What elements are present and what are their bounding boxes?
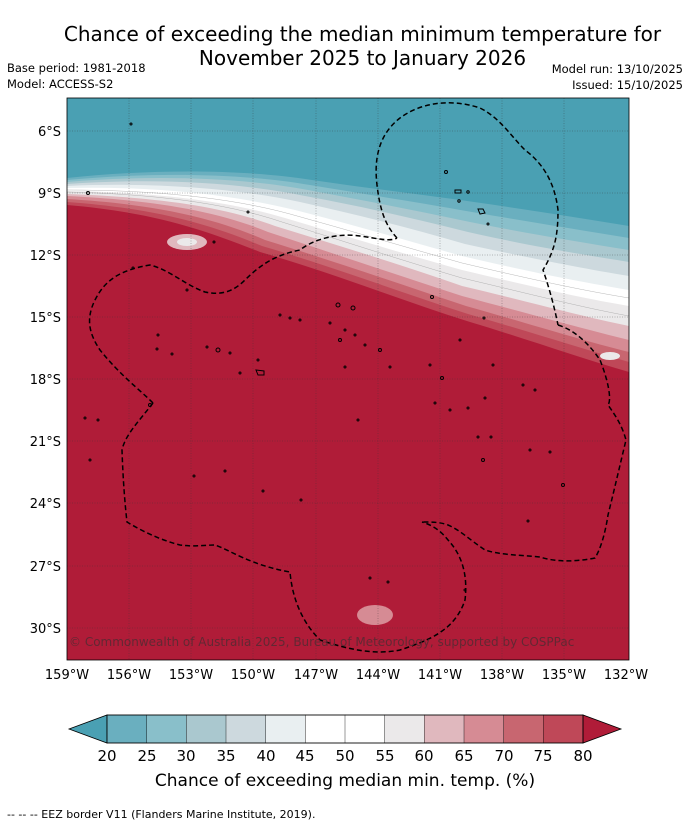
eez-central [88,234,398,404]
lat-label: 6°S [38,125,61,140]
lon-label: 156°W [107,668,151,683]
colorbar-cell [186,714,227,744]
colorbar-tick: 40 [256,747,275,765]
colorbar-tick: 55 [375,747,394,765]
latitude-axis: 6°S 9°S 12°S 15°S 18°S 21°S 24°S 27°S 30… [30,125,61,637]
colorbar-tick: 70 [494,747,513,765]
lat-label: 24°S [30,497,61,512]
colorbar-cell [543,714,584,744]
colorbar-tick: 80 [573,747,592,765]
eez-central-west [121,402,467,653]
map-figure: © Commonwealth of Australia 2025, Bureau… [30,97,648,765]
colorbar-frame [106,714,584,744]
colorbar-tick: 20 [97,747,116,765]
pale-patch-northwest-core [177,238,197,246]
eez-eastern [421,324,627,562]
colorbar-tick: 35 [216,747,235,765]
colorbar-tick: 45 [295,747,314,765]
colorbar-cell [146,714,187,744]
lat-label: 15°S [30,311,61,326]
colorbar-cell [225,714,267,744]
lon-label: 138°W [480,668,524,683]
eez-borders [88,102,627,653]
islands [83,122,565,592]
lon-label: 141°W [418,668,462,683]
lon-label: 153°W [169,668,213,683]
lon-label: 144°W [356,668,400,683]
colorbar-cell [384,714,425,744]
lon-label: 135°W [542,668,586,683]
colorbar [67,714,623,744]
probability-field [67,98,629,660]
lon-label: 150°W [231,668,275,683]
model-text: Model: ACCESS-S2 [7,77,114,91]
colorbar-tick: 30 [176,747,195,765]
lat-label: 9°S [38,187,61,202]
colorbar-tick: 60 [414,747,433,765]
colorbar-cell [463,714,505,744]
lat-label: 27°S [30,560,61,575]
map-frame [66,97,630,661]
lat-label: 18°S [30,373,61,388]
colorbar-cell [503,714,544,744]
title-line-2: November 2025 to January 2026 [198,46,527,70]
lat-label: 12°S [30,249,61,264]
colorbar-tick: 65 [454,747,473,765]
colorbar-tick: 50 [335,747,354,765]
lon-label: 132°W [604,668,648,683]
graticule [67,98,629,660]
meta-right: Model run: 13/10/2025 Issued: 15/10/2025 [552,61,683,93]
colorbar-low-arrow [67,714,108,744]
colorbar-cell [424,714,465,744]
eez-northern [375,102,559,326]
colorbar-label: Chance of exceeding median min. temp. (%… [154,771,536,791]
lon-label: 147°W [294,668,338,683]
model-run-text: Model run: 13/10/2025 [551,62,683,76]
colorbar-ticks: 20 25 30 35 40 45 50 55 60 65 70 75 80 [97,747,592,765]
lat-label: 21°S [30,435,61,450]
longitude-axis: 159°W 156°W 153°W 150°W 147°W 144°W 141°… [45,668,648,683]
meta-left: Base period: 1981-2018 Model: ACCESS-S2 [7,60,146,92]
colorbar-cell [344,714,386,744]
base-period-text: Base period: 1981-2018 [7,61,146,75]
colorbar-cell [265,714,306,744]
colorbar-cell [305,714,346,744]
field-below-20 [67,98,629,226]
title-line-1: Chance of exceeding the median minimum t… [63,22,662,46]
copyright-text: © Commonwealth of Australia 2025, Bureau… [69,635,574,649]
lon-label: 159°W [45,668,89,683]
pale-patch-south [357,605,393,625]
colorbar-cell [106,714,148,744]
pale-patch-east [600,352,620,360]
contour-lines [67,189,629,317]
eez-legend-text: -- -- -- EEZ border V11 (Flanders Marine… [7,808,316,821]
issued-text: Issued: 15/10/2025 [572,78,683,92]
colorbar-tick: 75 [533,747,552,765]
colorbar-cells [106,714,584,744]
map-title: Chance of exceeding the median minimum t… [0,22,690,70]
colorbar-high-arrow [582,714,623,744]
colorbar-tick: 25 [137,747,156,765]
lat-label: 30°S [30,622,61,637]
